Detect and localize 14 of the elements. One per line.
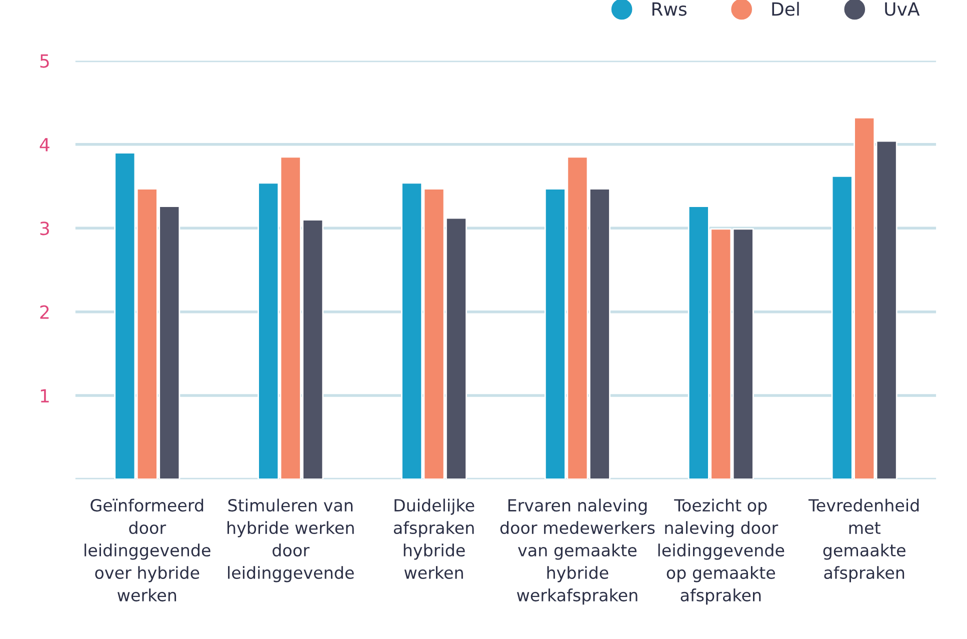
x-tick-label: Stimuleren van hybride werken door leidinggevende <box>227 498 354 582</box>
y-tick-label: 4 <box>40 138 50 152</box>
x-tick-label: Toezicht op naleving door leidinggevende op gemaakte afspraken <box>658 498 784 605</box>
y-tick-label: 3 <box>40 222 49 236</box>
y-tick-label: 5 <box>40 54 49 68</box>
y-tick-label: 1 <box>40 389 49 402</box>
x-tick-label: Duidelijke afspraken hybride werken <box>394 498 474 579</box>
x-tick-label: Tevredenheid met gemaakte afspraken <box>808 498 919 582</box>
legend-label: Rws <box>652 2 687 16</box>
y-tick-label: 2 <box>40 305 49 319</box>
x-tick-label: Geïnformeerd door leidinggevende over hybride werken <box>84 498 210 602</box>
legend-label: Del <box>772 2 799 16</box>
x-tick-label: Ervaren naleving door medewerkers van gemaakte hybride werkafspraken <box>500 498 655 605</box>
legend-label: UvA <box>885 2 920 16</box>
